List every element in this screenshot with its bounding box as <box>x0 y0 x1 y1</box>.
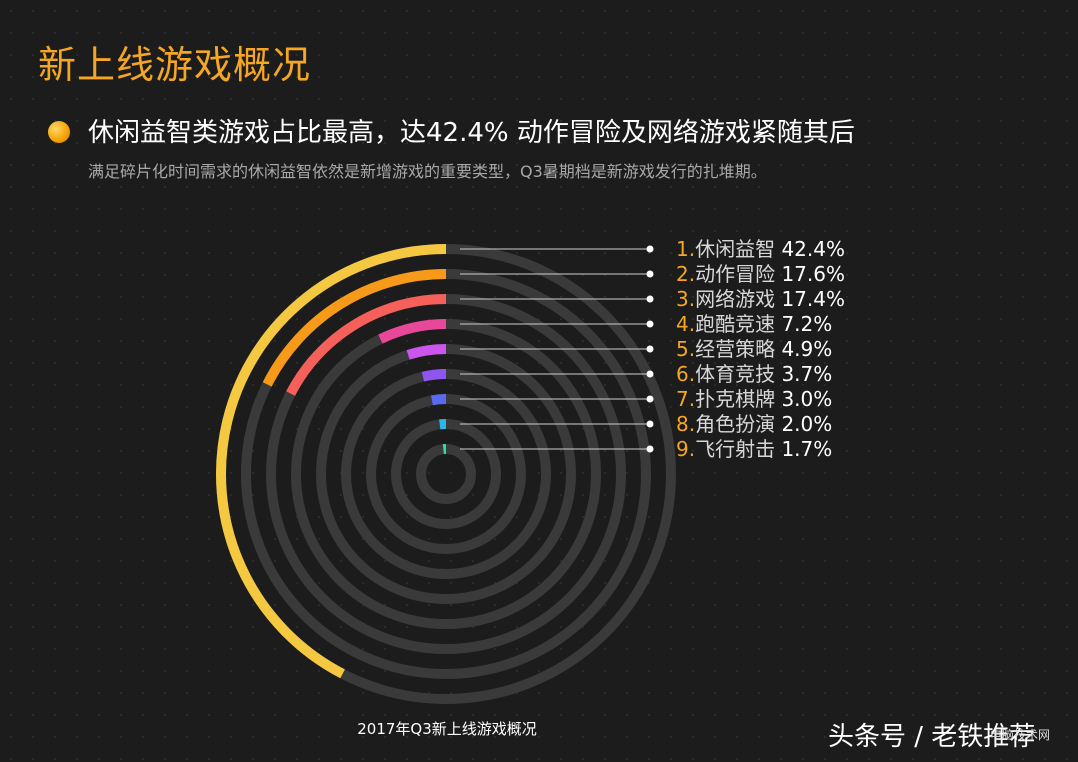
category-label: 8.角色扮演 2.0% <box>676 412 832 436</box>
label-number: 7. <box>676 387 695 411</box>
track-ring <box>391 419 501 529</box>
label-name: 网络游戏 <box>695 287 781 311</box>
label-number: 3. <box>676 287 695 311</box>
leader-dot <box>646 420 654 428</box>
data-label: 3.0% <box>781 387 832 411</box>
arc-1 <box>216 244 447 679</box>
label-number: 2. <box>676 262 695 286</box>
label-name: 休闲益智 <box>695 237 781 261</box>
arc-2 <box>262 269 447 387</box>
label-name: 扑克棋牌 <box>695 387 781 411</box>
chart-caption: 2017年Q3新上线游戏概况 <box>357 720 537 738</box>
leader-dot <box>646 345 654 353</box>
arc-7 <box>431 394 447 406</box>
watermark: 头条号 / 老铁推荐 <box>828 722 1036 752</box>
label-name: 动作冒险 <box>695 262 781 286</box>
leader-dot <box>646 370 654 378</box>
category-label: 2.动作冒险 17.6% <box>676 262 845 286</box>
category-label: 1.休闲益智 42.4% <box>676 237 845 261</box>
category-label: 6.体育竞技 3.7% <box>676 362 832 386</box>
leader-dot <box>646 245 654 253</box>
description: 满足碎片化时间需求的休闲益智依然是新增游戏的重要类型，Q3暑期档是新游戏发行的扎… <box>88 162 767 181</box>
label-number: 1. <box>676 237 695 261</box>
arc-3 <box>286 294 447 396</box>
data-label: 1.7% <box>781 437 832 461</box>
arc-6 <box>421 369 447 382</box>
leader-dot <box>646 445 654 453</box>
data-label: 42.4% <box>781 237 845 261</box>
data-label: 3.7% <box>781 362 832 386</box>
label-number: 5. <box>676 337 695 361</box>
data-label: 2.0% <box>781 412 832 436</box>
category-label: 5.经营策略 4.9% <box>676 337 832 361</box>
track-ring <box>316 344 576 604</box>
category-label: 4.跑酷竞速 7.2% <box>676 312 832 336</box>
label-number: 8. <box>676 412 695 436</box>
label-name: 经营策略 <box>695 337 781 361</box>
leader-dot <box>646 320 654 328</box>
arc-4 <box>378 319 447 344</box>
label-name: 跑酷竞速 <box>695 312 781 336</box>
bullet-dot-icon <box>48 121 70 143</box>
track-ring <box>416 444 476 504</box>
leader-dot <box>646 270 654 278</box>
data-label: 7.2% <box>781 312 832 336</box>
data-label: 4.9% <box>781 337 832 361</box>
leader-dot <box>646 395 654 403</box>
watermark-small: 电脑技术网 <box>990 728 1051 742</box>
label-number: 6. <box>676 362 695 386</box>
arc-5 <box>406 344 447 360</box>
data-label: 17.4% <box>781 287 845 311</box>
label-name: 角色扮演 <box>695 412 781 436</box>
category-label: 3.网络游戏 17.4% <box>676 287 845 311</box>
subtitle: 休闲益智类游戏占比最高，达42.4% 动作冒险及网络游戏紧随其后 <box>88 118 855 148</box>
page-title: 新上线游戏概况 <box>38 43 312 87</box>
leader-dot <box>646 295 654 303</box>
category-label: 7.扑克棋牌 3.0% <box>676 387 832 411</box>
label-name: 体育竞技 <box>695 362 781 386</box>
data-label: 17.6% <box>781 262 845 286</box>
label-name: 飞行射击 <box>695 437 781 461</box>
label-number: 4. <box>676 312 695 336</box>
category-label: 9.飞行射击 1.7% <box>676 437 832 461</box>
label-number: 9. <box>676 437 695 461</box>
